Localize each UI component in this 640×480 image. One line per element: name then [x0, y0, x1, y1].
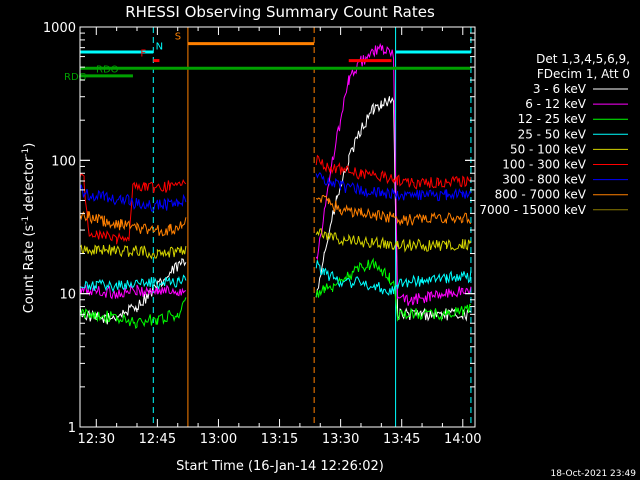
x-tick-label: 12:45 — [139, 432, 176, 447]
y-axis-label-superscript: -1 — [21, 148, 31, 157]
y-tick-label: 1 — [68, 421, 76, 436]
y-axis-label-part: ) — [22, 143, 37, 148]
legend-entry-label: 12 - 25 keV — [518, 112, 587, 126]
series-line — [80, 171, 472, 212]
legend-entry-label: 50 - 100 keV — [510, 142, 587, 156]
legend-header: FDecim 1, Att 0 — [537, 67, 630, 81]
flag-label: S — [175, 32, 181, 43]
y-axis-label-superscript: -1 — [21, 216, 31, 225]
series-line — [80, 260, 472, 296]
y-axis-label: Count Rate (s-1 detector-1) — [21, 143, 37, 314]
legend-entry-label: 25 - 50 keV — [518, 127, 587, 141]
flag-label: N — [156, 41, 163, 52]
series-line — [80, 194, 472, 237]
legend: Det 1,3,4,5,6,9,FDecim 1, Att 03 - 6 keV… — [479, 52, 630, 217]
footer-timestamp: 18-Oct-2021 23:49 — [551, 469, 637, 479]
series-line — [80, 228, 472, 260]
y-axis-label-part: Count Rate (s — [22, 225, 37, 314]
y-tick-label: 10 — [59, 288, 76, 303]
flag-label: F — [140, 49, 146, 60]
x-tick-label: 13:45 — [383, 432, 420, 447]
x-tick-label: 13:00 — [200, 432, 237, 447]
x-axis-ticks: 12:30 12:45 13:00 13:15 13:30 13:45 14:00 — [78, 27, 482, 447]
x-tick-label: 12:30 — [78, 432, 115, 447]
series-line — [80, 257, 471, 329]
x-tick-label: 14:00 — [444, 432, 481, 447]
flag-label: RDG — [64, 72, 86, 83]
y-tick-label: 1000 — [43, 21, 76, 36]
y-axis-label-part: detector — [22, 156, 37, 216]
x-tick-label: 13:15 — [261, 432, 298, 447]
chart-title: RHESSI Observing Summary Count Rates — [125, 3, 435, 21]
plot-frame — [79, 26, 476, 428]
series-group — [80, 42, 472, 329]
legend-header: Det 1,3,4,5,6,9, — [536, 52, 630, 66]
legend-entry-label: 100 - 300 keV — [502, 158, 586, 172]
series-line — [80, 154, 472, 245]
legend-entry-label: 3 - 6 keV — [533, 82, 587, 96]
legend-entry-label: 6 - 12 keV — [525, 97, 587, 111]
flag-bars: S F RDO RDG N — [64, 32, 471, 83]
x-axis-label: Start Time (16-Jan-14 12:26:02) — [176, 459, 384, 474]
legend-entry-label: 300 - 800 keV — [502, 173, 586, 187]
legend-entry-label: 7000 - 15000 keV — [479, 203, 586, 217]
flag-label: RDO — [96, 64, 119, 75]
legend-entry-label: 800 - 7000 keV — [495, 188, 587, 202]
series-line — [80, 42, 472, 306]
y-axis-ticks: 1 10 100 1000 — [43, 21, 475, 436]
y-tick-label: 100 — [51, 154, 76, 169]
x-tick-label: 13:30 — [322, 432, 359, 447]
